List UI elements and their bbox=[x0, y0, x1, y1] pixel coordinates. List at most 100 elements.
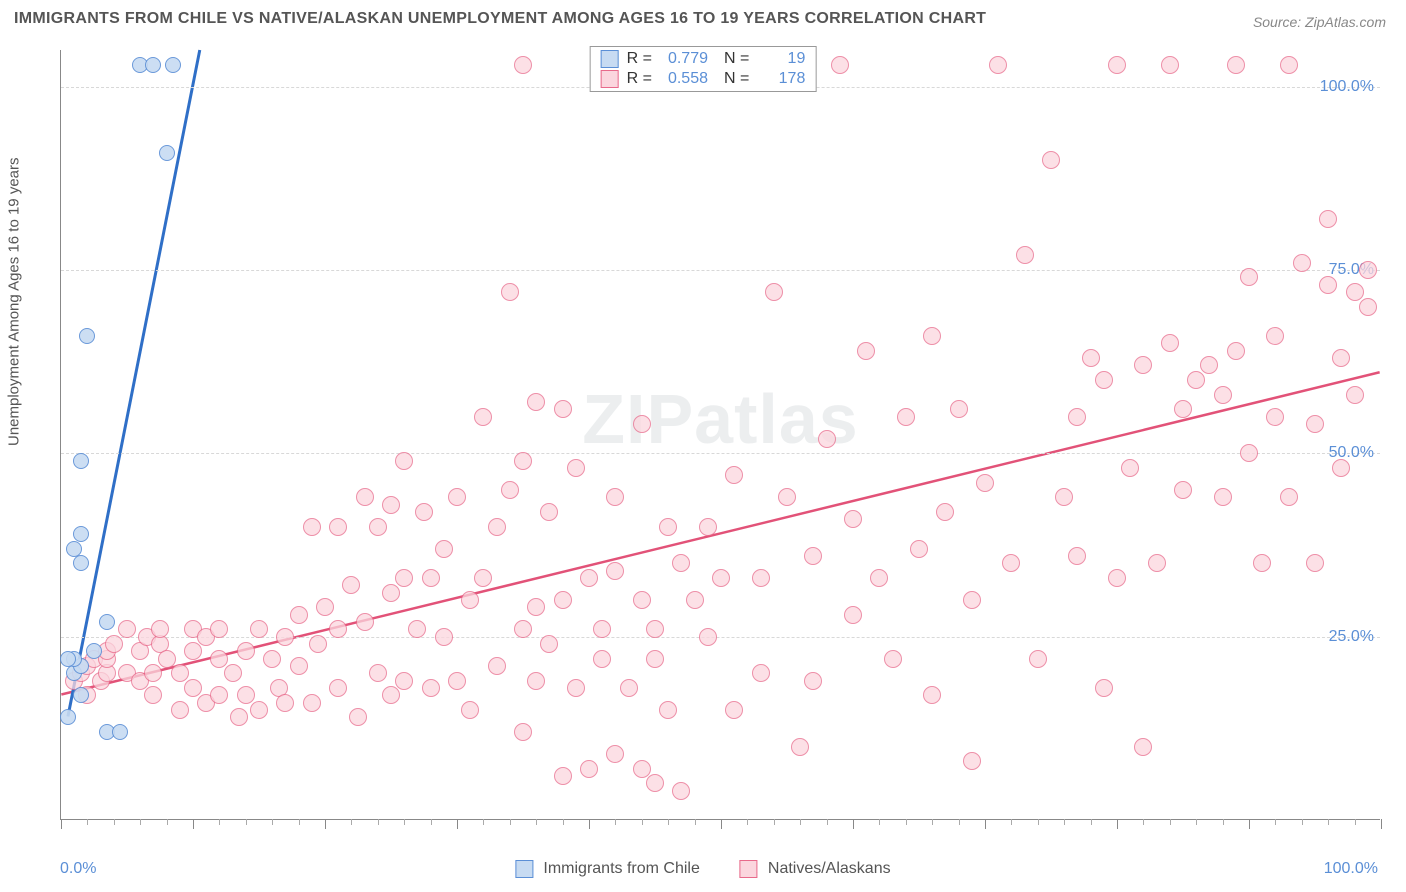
data-point-chile bbox=[73, 687, 89, 703]
data-point-natives bbox=[303, 518, 321, 536]
data-point-natives bbox=[1016, 246, 1034, 264]
n-value: 178 bbox=[757, 70, 805, 88]
data-point-chile bbox=[60, 651, 76, 667]
data-point-natives bbox=[501, 481, 519, 499]
data-point-natives bbox=[1332, 459, 1350, 477]
data-point-natives bbox=[237, 642, 255, 660]
data-point-natives bbox=[488, 657, 506, 675]
x-tick bbox=[1196, 819, 1197, 825]
r-label: R = bbox=[627, 70, 652, 88]
data-point-natives bbox=[1266, 408, 1284, 426]
square-icon bbox=[601, 70, 619, 88]
x-tick bbox=[774, 819, 775, 825]
data-point-natives bbox=[382, 496, 400, 514]
data-point-natives bbox=[276, 628, 294, 646]
x-tick bbox=[1038, 819, 1039, 825]
y-tick-label: 100.0% bbox=[1320, 78, 1380, 96]
r-value: 0.558 bbox=[660, 70, 708, 88]
x-tick bbox=[193, 819, 194, 829]
data-point-natives bbox=[316, 598, 334, 616]
data-point-natives bbox=[474, 569, 492, 587]
n-label: N = bbox=[724, 70, 749, 88]
data-point-natives bbox=[1068, 408, 1086, 426]
data-point-natives bbox=[540, 503, 558, 521]
x-tick bbox=[879, 819, 880, 825]
data-point-natives bbox=[356, 613, 374, 631]
x-tick bbox=[668, 819, 669, 825]
plot-area: ZIPatlas 25.0%50.0%75.0%100.0% bbox=[60, 50, 1380, 820]
x-tick bbox=[140, 819, 141, 825]
trendline-natives bbox=[61, 372, 1379, 694]
data-point-natives bbox=[395, 672, 413, 690]
data-point-natives bbox=[606, 488, 624, 506]
data-point-natives bbox=[144, 686, 162, 704]
data-point-natives bbox=[1293, 254, 1311, 272]
data-point-natives bbox=[1240, 444, 1258, 462]
x-tick bbox=[61, 819, 62, 829]
data-point-natives bbox=[646, 774, 664, 792]
data-point-chile bbox=[73, 555, 89, 571]
data-point-natives bbox=[1306, 415, 1324, 433]
data-point-natives bbox=[712, 569, 730, 587]
data-point-natives bbox=[329, 518, 347, 536]
y-tick-label: 25.0% bbox=[1329, 628, 1380, 646]
y-axis-title: Unemployment Among Ages 16 to 19 years bbox=[6, 157, 23, 446]
data-point-natives bbox=[527, 598, 545, 616]
data-point-natives bbox=[580, 760, 598, 778]
x-tick bbox=[219, 819, 220, 825]
data-point-natives bbox=[672, 554, 690, 572]
data-point-natives bbox=[263, 650, 281, 668]
data-point-natives bbox=[1095, 679, 1113, 697]
data-point-natives bbox=[158, 650, 176, 668]
data-point-chile bbox=[73, 526, 89, 542]
data-point-natives bbox=[329, 679, 347, 697]
r-value: 0.779 bbox=[660, 50, 708, 68]
data-point-natives bbox=[501, 283, 519, 301]
x-tick bbox=[642, 819, 643, 825]
x-tick bbox=[1275, 819, 1276, 825]
chart-source: Source: ZipAtlas.com bbox=[1253, 14, 1386, 30]
data-point-chile bbox=[145, 57, 161, 73]
data-point-natives bbox=[725, 701, 743, 719]
data-point-natives bbox=[1174, 481, 1192, 499]
data-point-natives bbox=[1280, 488, 1298, 506]
data-point-natives bbox=[1121, 459, 1139, 477]
data-point-natives bbox=[448, 672, 466, 690]
x-tick bbox=[404, 819, 405, 825]
data-point-natives bbox=[144, 664, 162, 682]
data-point-natives bbox=[237, 686, 255, 704]
data-point-natives bbox=[923, 327, 941, 345]
legend-label: Immigrants from Chile bbox=[543, 860, 699, 878]
data-point-natives bbox=[118, 620, 136, 638]
data-point-chile bbox=[165, 57, 181, 73]
x-tick bbox=[1011, 819, 1012, 825]
data-point-natives bbox=[1095, 371, 1113, 389]
data-point-natives bbox=[356, 488, 374, 506]
data-point-natives bbox=[699, 518, 717, 536]
data-point-natives bbox=[1266, 327, 1284, 345]
data-point-chile bbox=[99, 614, 115, 630]
data-point-natives bbox=[1346, 386, 1364, 404]
x-tick bbox=[853, 819, 854, 829]
data-point-natives bbox=[224, 664, 242, 682]
x-tick bbox=[906, 819, 907, 825]
data-point-natives bbox=[699, 628, 717, 646]
data-point-natives bbox=[606, 562, 624, 580]
x-tick bbox=[1170, 819, 1171, 825]
data-point-natives bbox=[461, 591, 479, 609]
data-point-natives bbox=[1108, 569, 1126, 587]
stats-legend-row-natives: R = 0.558 N = 178 bbox=[601, 69, 806, 89]
data-point-natives bbox=[950, 400, 968, 418]
data-point-natives bbox=[1055, 488, 1073, 506]
trendline-chile bbox=[68, 50, 200, 716]
data-point-natives bbox=[844, 606, 862, 624]
x-tick bbox=[483, 819, 484, 825]
data-point-natives bbox=[936, 503, 954, 521]
data-point-natives bbox=[725, 466, 743, 484]
x-tick bbox=[246, 819, 247, 825]
data-point-natives bbox=[554, 400, 572, 418]
stats-legend-row-chile: R = 0.779 N = 19 bbox=[601, 49, 806, 69]
data-point-chile bbox=[66, 541, 82, 557]
data-point-natives bbox=[395, 452, 413, 470]
data-point-natives bbox=[1068, 547, 1086, 565]
